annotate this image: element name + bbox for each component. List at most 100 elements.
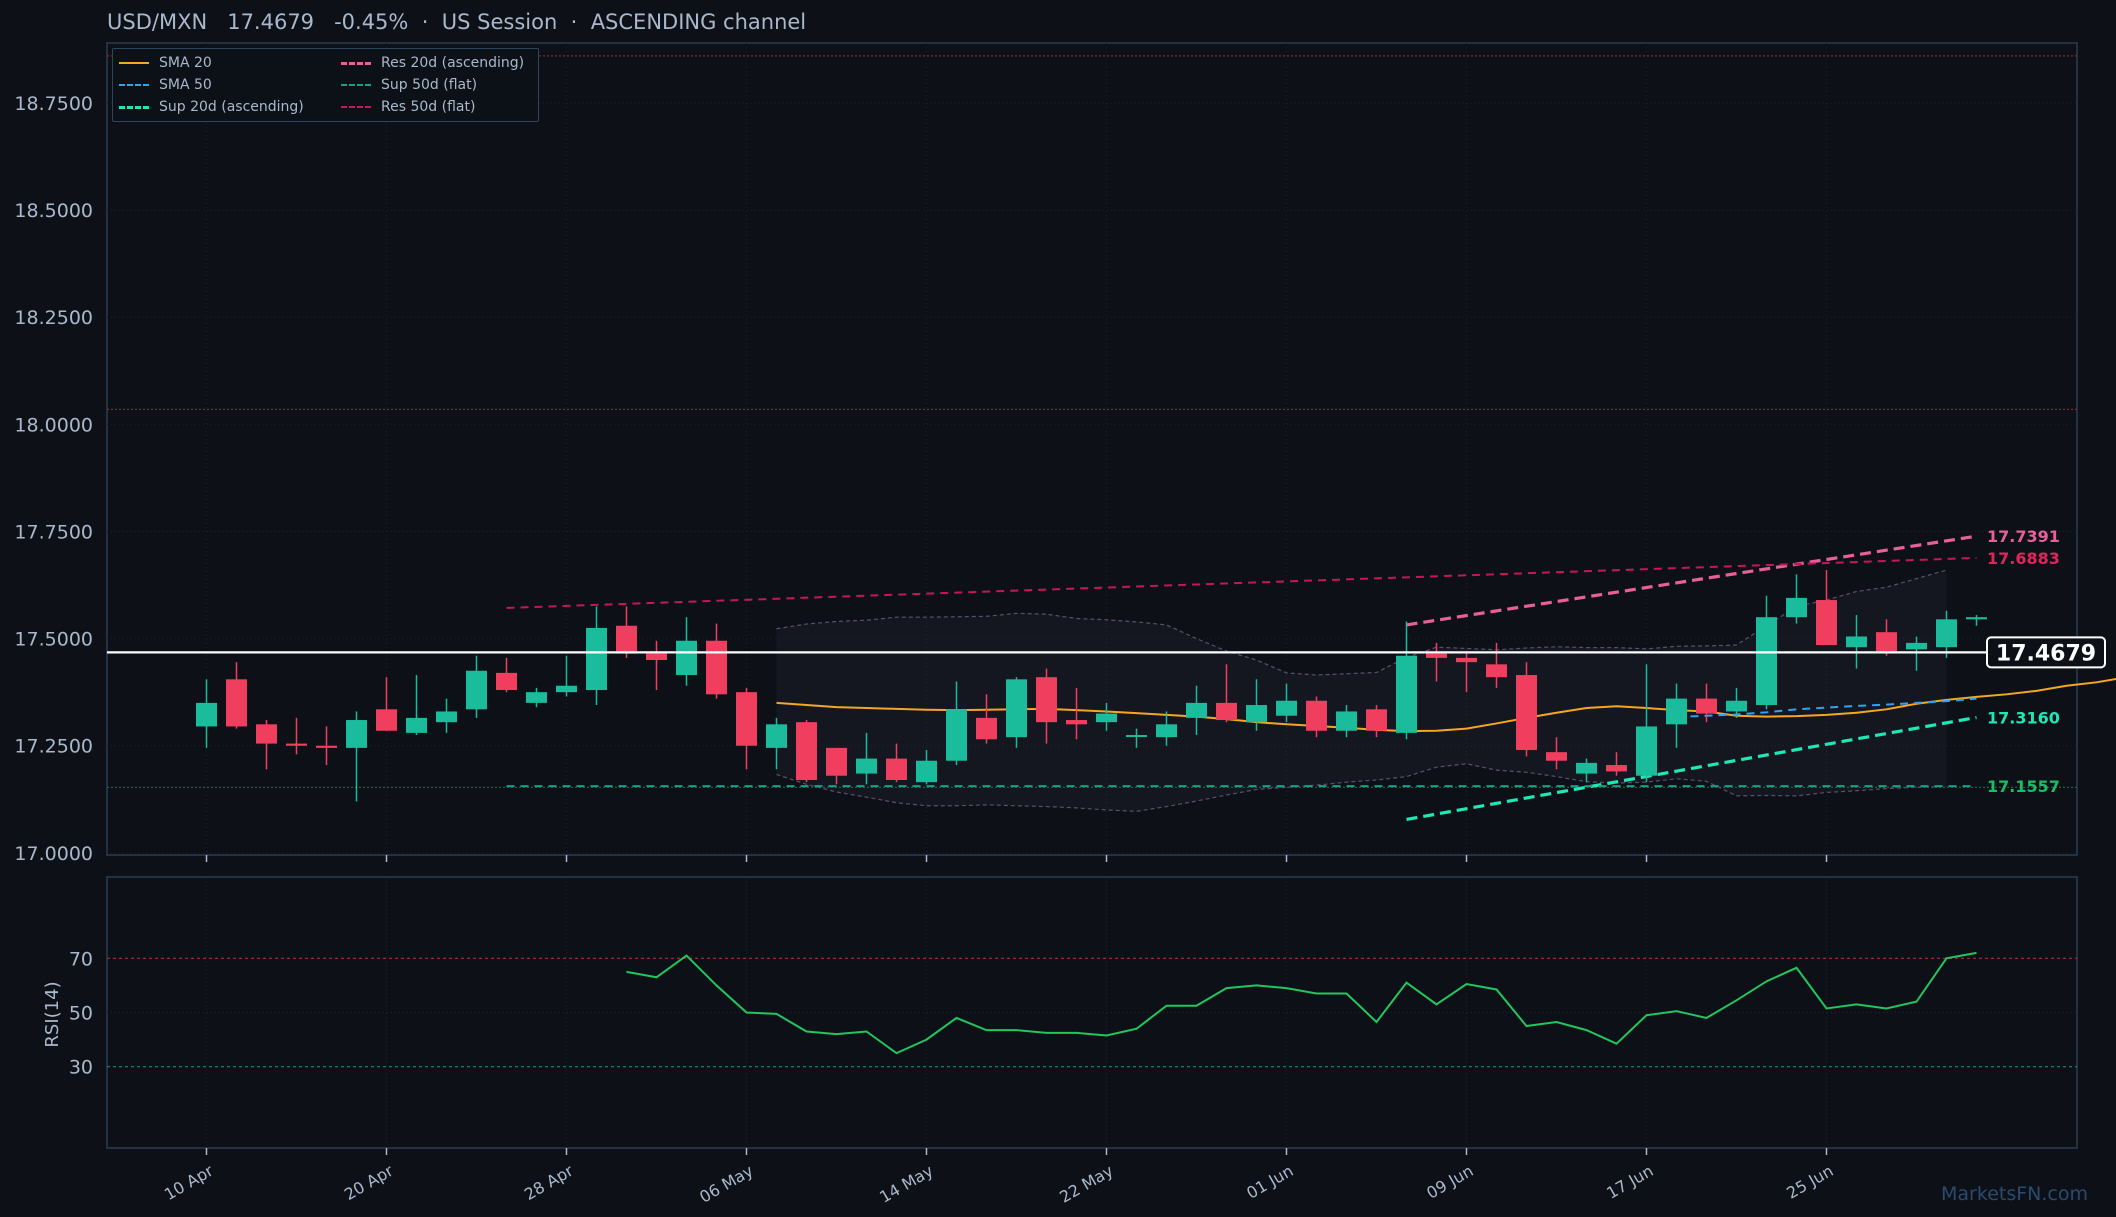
line-value-label: 17.1557 bbox=[1987, 777, 2060, 796]
session-label: US Session bbox=[441, 10, 558, 34]
y-tick-label: 18.7500 bbox=[14, 93, 93, 115]
chart-title: USD/MXN 17.4679 -0.45% · US Session · AS… bbox=[107, 10, 806, 34]
legend-label: SMA 50 bbox=[159, 77, 212, 93]
legend-label: Res 20d (ascending) bbox=[381, 55, 525, 71]
candle-body bbox=[1426, 653, 1447, 658]
candle-body bbox=[796, 722, 817, 781]
symbol-label: USD/MXN bbox=[107, 10, 208, 34]
candle-body bbox=[526, 692, 547, 703]
candle-body bbox=[676, 640, 697, 676]
candle-body bbox=[1606, 765, 1627, 772]
candle-body bbox=[1216, 702, 1237, 721]
legend-item-res20d: Res 20d (ascending) bbox=[341, 53, 524, 73]
candle-body bbox=[1306, 700, 1327, 731]
y-tick-label: 17.5000 bbox=[14, 629, 93, 651]
candle-body bbox=[286, 743, 307, 746]
y-tick-label: 17.7500 bbox=[14, 521, 93, 543]
candle-body bbox=[736, 692, 757, 746]
candle-body bbox=[886, 758, 907, 781]
candle-body bbox=[1786, 597, 1807, 618]
candle-body bbox=[1336, 711, 1357, 731]
legend-swatch bbox=[341, 84, 371, 86]
watermark: MarketsFN.com bbox=[1941, 1183, 2088, 1205]
rsi-y-tick-label: 50 bbox=[69, 1003, 93, 1025]
rsi-line bbox=[626, 951, 1977, 1055]
candle-body bbox=[1696, 698, 1717, 714]
candle-body bbox=[1936, 619, 1957, 648]
candle-body bbox=[1516, 675, 1537, 751]
legend-item-res50d: Res 50d (flat) bbox=[341, 97, 475, 117]
candle-body bbox=[1156, 724, 1177, 738]
y-tick-label: 17.0000 bbox=[14, 843, 93, 865]
legend-item-sup20d: Sup 20d (ascending) bbox=[119, 97, 304, 117]
series-sup-20d-ascending- bbox=[1406, 715, 1977, 822]
legend-swatch bbox=[119, 62, 149, 64]
chart-legend: SMA 20 SMA 50 Sup 20d (ascending) Res 20… bbox=[112, 48, 539, 122]
candle-body bbox=[1066, 720, 1087, 725]
series-res-20d-ascending- bbox=[1406, 534, 1977, 627]
change-label: -0.45% bbox=[334, 10, 409, 34]
bollinger-lower bbox=[776, 763, 1947, 812]
candle-body bbox=[1186, 702, 1207, 718]
candle-body bbox=[766, 724, 787, 748]
candle-body bbox=[1636, 726, 1657, 776]
candle-body bbox=[1096, 713, 1117, 723]
bollinger-upper bbox=[776, 569, 1947, 676]
candle-body bbox=[406, 717, 427, 733]
line-value-label: 17.7391 bbox=[1987, 527, 2060, 546]
candle-body bbox=[1966, 617, 1987, 620]
candle-body bbox=[1366, 709, 1387, 731]
candle-body bbox=[1126, 735, 1147, 738]
y-tick-label: 17.2500 bbox=[14, 736, 93, 758]
legend-item-sma20: SMA 20 bbox=[119, 53, 212, 73]
candle-body bbox=[586, 627, 607, 691]
candle-body bbox=[556, 685, 577, 693]
separator: · bbox=[421, 10, 429, 34]
candle-body bbox=[1756, 617, 1777, 706]
last-price-label: 17.4679 bbox=[1996, 641, 2096, 666]
legend-item-sma50: SMA 50 bbox=[119, 75, 212, 95]
pattern-label: ASCENDING channel bbox=[590, 10, 807, 34]
last-price-badge bbox=[1986, 636, 2106, 669]
y-tick-label: 18.0000 bbox=[14, 414, 93, 436]
candle-body bbox=[706, 640, 727, 695]
legend-swatch bbox=[119, 84, 149, 86]
candle-body bbox=[226, 679, 247, 727]
candle-body bbox=[1396, 655, 1417, 733]
series-sma-20 bbox=[776, 677, 2116, 733]
candle-body bbox=[1816, 600, 1837, 646]
legend-swatch bbox=[341, 61, 371, 65]
price-label: 17.4679 bbox=[227, 10, 315, 34]
line-value-label: 17.3160 bbox=[1987, 708, 2060, 727]
candle-body bbox=[1846, 636, 1867, 648]
candle-body bbox=[1666, 698, 1687, 725]
candle-body bbox=[1876, 632, 1897, 652]
y-tick-label: 18.2500 bbox=[14, 307, 93, 329]
series-res-50d-flat- bbox=[506, 556, 1977, 609]
candle-body bbox=[256, 724, 277, 744]
legend-label: Res 50d (flat) bbox=[381, 99, 476, 115]
rsi-panel: 30 50 70 RSI(14) bbox=[42, 876, 2078, 1149]
candle-body bbox=[196, 702, 217, 727]
candle-body bbox=[1576, 762, 1597, 774]
legend-label: Sup 50d (flat) bbox=[381, 77, 478, 93]
candle-body bbox=[1906, 642, 1927, 650]
candle-body bbox=[1456, 657, 1477, 663]
candle-body bbox=[1486, 664, 1507, 678]
legend-swatch bbox=[341, 106, 371, 108]
candle-body bbox=[346, 720, 367, 748]
candle-body bbox=[466, 670, 487, 710]
legend-label: Sup 20d (ascending) bbox=[159, 99, 304, 115]
candle-body bbox=[646, 653, 667, 661]
candle-body bbox=[1546, 752, 1567, 761]
candle-body bbox=[1276, 700, 1297, 716]
separator: · bbox=[570, 10, 578, 34]
candle-body bbox=[916, 760, 937, 783]
rsi-y-tick-label: 30 bbox=[69, 1057, 93, 1079]
candle-body bbox=[1006, 679, 1027, 738]
candle-body bbox=[496, 672, 517, 691]
candle-body bbox=[316, 745, 337, 748]
candle-body bbox=[826, 747, 847, 776]
candle-body bbox=[946, 709, 967, 761]
